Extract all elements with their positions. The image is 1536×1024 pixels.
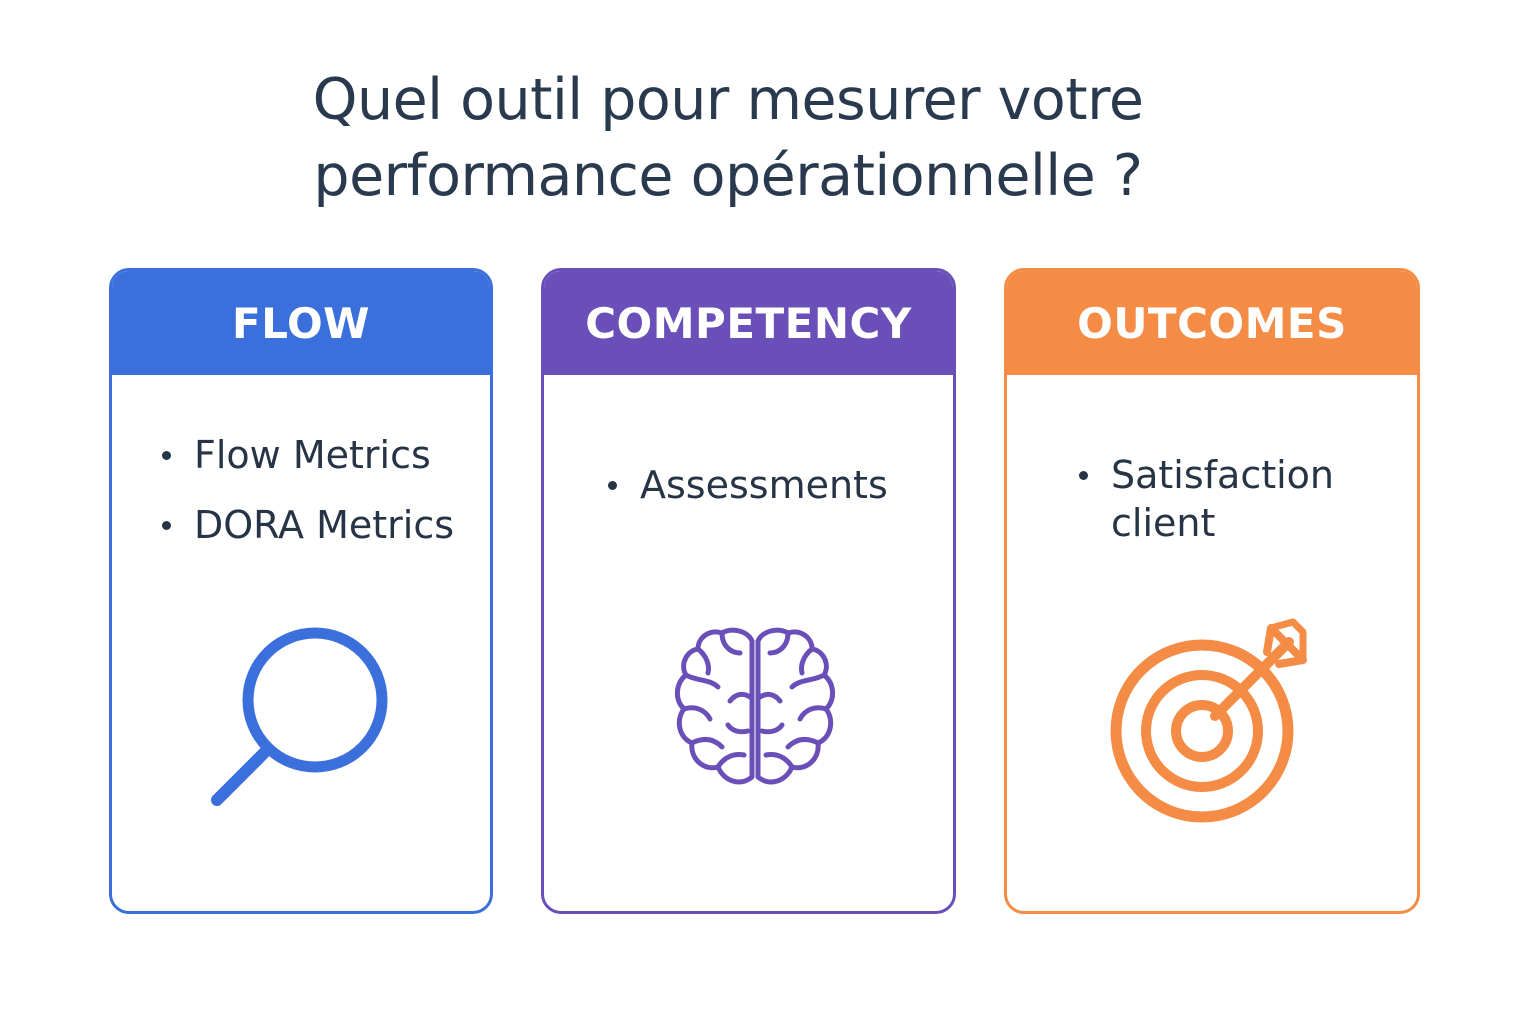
magnifying-glass-icon	[204, 621, 394, 825]
page-title: Quel outil pour mesurer votre performanc…	[0, 62, 1456, 214]
list-item: Satisfaction client	[1079, 451, 1379, 547]
list-item: Assessments	[608, 461, 888, 509]
card-competency-list: Assessments	[608, 461, 888, 531]
list-item: DORA Metrics	[162, 501, 454, 549]
card-competency: COMPETENCY Assessments	[541, 268, 956, 914]
page-title-line-1: Quel outil pour mesurer votre	[312, 67, 1144, 133]
brain-icon	[670, 621, 840, 815]
list-item: Flow Metrics	[162, 431, 454, 479]
page-title-line-2: performance opérationnelle ?	[313, 143, 1143, 209]
card-competency-header: COMPETENCY	[544, 271, 953, 375]
card-outcomes-header: OUTCOMES	[1007, 271, 1417, 375]
card-outcomes: OUTCOMES Satisfaction client	[1004, 268, 1420, 914]
target-arrow-icon	[1107, 616, 1327, 830]
card-flow-list: Flow Metrics DORA Metrics	[162, 431, 454, 571]
card-flow: FLOW Flow Metrics DORA Metrics	[109, 268, 493, 914]
card-outcomes-list: Satisfaction client	[1079, 451, 1379, 569]
card-flow-header: FLOW	[112, 271, 490, 375]
